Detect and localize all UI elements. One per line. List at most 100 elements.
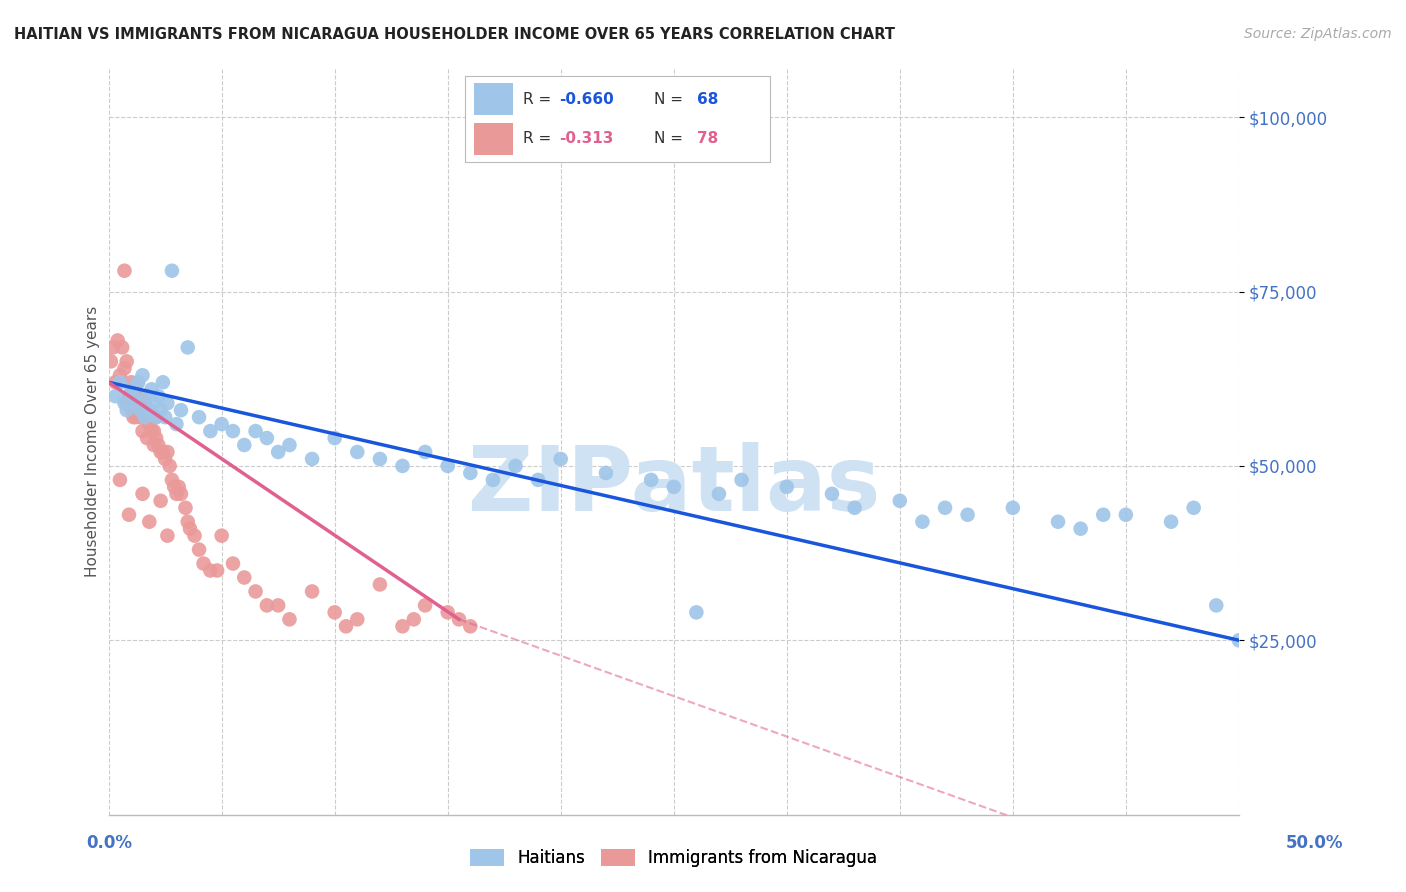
- Point: [821, 487, 844, 501]
- Point: [402, 612, 425, 626]
- Point: [167, 480, 190, 494]
- Point: [177, 340, 200, 354]
- Point: [267, 599, 290, 613]
- Point: [142, 424, 165, 438]
- Point: [1070, 522, 1092, 536]
- Point: [141, 382, 163, 396]
- Point: [301, 452, 323, 467]
- Point: [200, 564, 222, 578]
- Point: [1160, 515, 1182, 529]
- Point: [131, 368, 153, 383]
- Point: [114, 396, 136, 410]
- Point: [115, 403, 138, 417]
- Point: [323, 606, 346, 620]
- Point: [211, 417, 233, 431]
- Point: [145, 410, 167, 425]
- Point: [136, 389, 159, 403]
- Point: [844, 500, 866, 515]
- Point: [413, 599, 436, 613]
- Point: [127, 403, 149, 417]
- Point: [188, 542, 211, 557]
- Point: [149, 403, 172, 417]
- Point: [323, 431, 346, 445]
- Point: [889, 493, 911, 508]
- Point: [142, 438, 165, 452]
- Point: [165, 487, 187, 501]
- Point: [148, 438, 170, 452]
- Point: [118, 389, 141, 403]
- Point: [122, 389, 145, 403]
- Point: [138, 515, 160, 529]
- Point: [346, 445, 368, 459]
- Text: Source: ZipAtlas.com: Source: ZipAtlas.com: [1244, 27, 1392, 41]
- Point: [193, 557, 215, 571]
- Point: [550, 452, 572, 467]
- Point: [136, 431, 159, 445]
- Point: [460, 466, 482, 480]
- Point: [152, 376, 174, 390]
- Point: [134, 410, 156, 425]
- Point: [118, 508, 141, 522]
- Point: [1205, 599, 1227, 613]
- Point: [707, 487, 730, 501]
- Point: [136, 410, 159, 425]
- Point: [134, 396, 156, 410]
- Point: [482, 473, 505, 487]
- Point: [278, 438, 301, 452]
- Point: [138, 403, 160, 417]
- Point: [125, 410, 148, 425]
- Point: [108, 376, 131, 390]
- Point: [1182, 500, 1205, 515]
- Point: [188, 410, 211, 425]
- Point: [179, 522, 201, 536]
- Point: [278, 612, 301, 626]
- Point: [730, 473, 752, 487]
- Text: 50.0%: 50.0%: [1286, 834, 1343, 852]
- Point: [170, 403, 193, 417]
- Point: [160, 263, 183, 277]
- Y-axis label: Householder Income Over 65 years: Householder Income Over 65 years: [86, 306, 100, 577]
- Point: [911, 515, 934, 529]
- Point: [505, 458, 527, 473]
- Point: [159, 458, 181, 473]
- Text: 0.0%: 0.0%: [87, 834, 132, 852]
- Point: [108, 368, 131, 383]
- Point: [104, 376, 127, 390]
- Point: [256, 599, 278, 613]
- Point: [122, 382, 145, 396]
- Point: [595, 466, 617, 480]
- Point: [183, 529, 205, 543]
- Point: [120, 382, 142, 396]
- Point: [233, 438, 256, 452]
- Point: [436, 606, 458, 620]
- Point: [141, 424, 163, 438]
- Point: [122, 410, 145, 425]
- Point: [165, 417, 187, 431]
- Point: [145, 410, 167, 425]
- Point: [685, 606, 707, 620]
- Text: HAITIAN VS IMMIGRANTS FROM NICARAGUA HOUSEHOLDER INCOME OVER 65 YEARS CORRELATIO: HAITIAN VS IMMIGRANTS FROM NICARAGUA HOU…: [14, 27, 896, 42]
- Point: [108, 473, 131, 487]
- Point: [460, 619, 482, 633]
- Point: [101, 340, 124, 354]
- Point: [149, 445, 172, 459]
- Point: [436, 458, 458, 473]
- Point: [156, 445, 179, 459]
- Point: [662, 480, 685, 494]
- Point: [153, 410, 176, 425]
- Point: [129, 410, 152, 425]
- Point: [640, 473, 662, 487]
- Point: [256, 431, 278, 445]
- Point: [368, 577, 391, 591]
- Point: [163, 480, 186, 494]
- Point: [222, 424, 245, 438]
- Point: [934, 500, 956, 515]
- Point: [174, 500, 197, 515]
- Point: [205, 564, 228, 578]
- Point: [956, 508, 979, 522]
- Point: [301, 584, 323, 599]
- Point: [127, 376, 149, 390]
- Point: [267, 445, 290, 459]
- Point: [776, 480, 799, 494]
- Point: [527, 473, 550, 487]
